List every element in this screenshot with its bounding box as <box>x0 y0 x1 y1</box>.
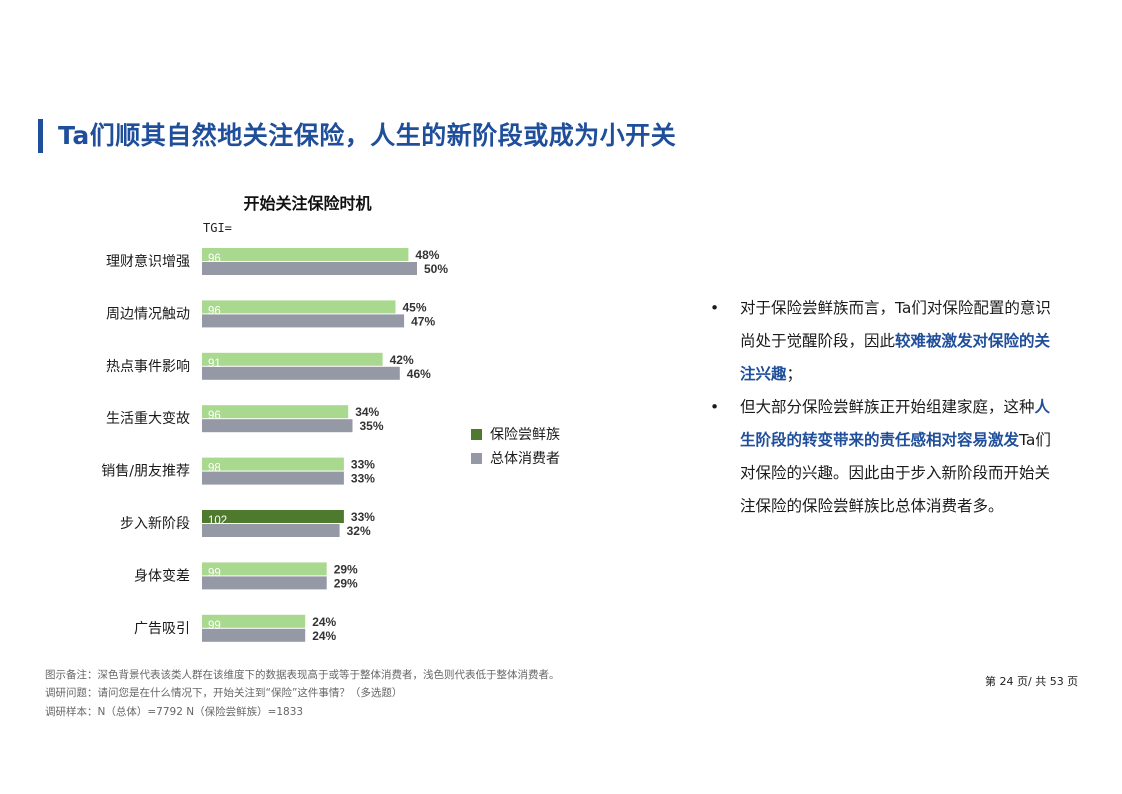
data-label-series1: 45% <box>403 300 427 314</box>
legend-item-series1: 保险尝鲜族 <box>471 422 560 446</box>
bullet-dot: • <box>710 299 720 317</box>
bar-series1 <box>202 405 349 419</box>
tgi-value-label: 99 <box>208 567 221 579</box>
legend-label-series1: 保险尝鲜族 <box>490 427 560 443</box>
bar-series1 <box>202 562 327 576</box>
data-label-series1: 24% <box>312 615 336 629</box>
bullet-text-part: 但大部分保险尝鲜族正开始组建家庭，这种 <box>740 398 1035 416</box>
bullet-item: • 对于保险尝鲜族而言，Ta们对保险配置的意识尚处于觉醒阶段，因此较难被激发对保… <box>710 292 1060 391</box>
category-label: 步入新阶段 <box>120 516 190 532</box>
bullet-item: • 但大部分保险尝鲜族正开始组建家庭，这种人生阶段的转变带来的责任感相对容易激发… <box>710 391 1060 523</box>
bar-series2 <box>202 524 340 537</box>
bar-series1 <box>202 457 344 471</box>
data-label-series1: 29% <box>334 562 358 576</box>
legend-swatch-series2 <box>471 452 482 464</box>
data-label-series2: 35% <box>360 419 384 433</box>
chart-title: 开始关注保险时机 <box>243 194 372 213</box>
legend-label-series2: 总体消费者 <box>490 451 560 467</box>
tgi-label: TGI= <box>203 221 232 235</box>
data-label-series1: 48% <box>415 248 439 262</box>
legend-item-series2: 总体消费者 <box>471 446 560 470</box>
data-label-series2: 29% <box>334 576 358 590</box>
bar-series2 <box>202 314 405 328</box>
page-number: 第 24 页/ 共 53 页 <box>985 675 1079 688</box>
page-title: Ta们顺其自然地关注保险，人生的新阶段或成为小开关 <box>58 121 677 150</box>
category-label: 身体变差 <box>134 568 190 584</box>
category-label: 理财意识增强 <box>106 253 190 270</box>
data-label-series1: 33% <box>351 458 375 472</box>
tgi-value-label: 98 <box>208 463 221 475</box>
data-label-series2: 33% <box>351 472 375 486</box>
tgi-value-label: 96 <box>208 410 221 422</box>
data-label-series2: 47% <box>411 314 435 328</box>
data-label-series2: 46% <box>407 367 431 381</box>
bullet-text-part: ； <box>786 365 803 383</box>
bar-series2 <box>202 366 400 380</box>
bullet-dot: • <box>710 398 720 416</box>
insight-bullets: • 对于保险尝鲜族而言，Ta们对保险配置的意识尚处于觉醒阶段，因此较难被激发对保… <box>710 292 1060 523</box>
category-label: 销售/朋友推荐 <box>101 464 190 480</box>
tgi-value-label: 96 <box>208 305 221 317</box>
title-accent-bar <box>38 119 43 153</box>
bar-series2 <box>202 471 344 485</box>
bar-series1 <box>202 614 306 628</box>
bar-series1 <box>202 300 396 314</box>
category-label: 热点事件影响 <box>106 359 190 375</box>
data-label-series1: 42% <box>390 353 414 367</box>
legend-swatch-series1 <box>471 428 482 440</box>
chart-legend: 保险尝鲜族 总体消费者 <box>471 422 560 470</box>
category-label: 广告吸引 <box>134 621 190 637</box>
data-label-series2: 24% <box>312 629 336 643</box>
bar-series2 <box>202 576 327 590</box>
bar-series1 <box>202 352 383 366</box>
bar-series2 <box>202 262 417 275</box>
bar-series2 <box>202 628 306 642</box>
data-label-series2: 32% <box>347 524 371 538</box>
footnote-sample-size: 调研样本：N（总体）=7792 N（保险尝鲜族）=1833 <box>45 706 304 718</box>
bullet-text-part: Ta们对保险的兴趣。因此由于步入新阶段而开始关注保险的保险尝鲜族比总体消费者多。 <box>740 431 1051 515</box>
bullet-text: 对于保险尝鲜族而言，Ta们对保险配置的意识尚处于觉醒阶段，因此较难被激发对保险的… <box>740 299 1051 383</box>
tgi-value-label: 96 <box>208 253 221 265</box>
data-label-series2: 50% <box>424 262 448 276</box>
category-label: 生活重大变故 <box>106 411 190 427</box>
data-label-series1: 33% <box>351 510 375 524</box>
bar-series2 <box>202 419 353 433</box>
tgi-value-label: 91 <box>208 358 221 370</box>
category-label: 周边情况触动 <box>106 306 190 322</box>
bar-series1 <box>202 248 409 261</box>
bar-series1 <box>202 510 344 523</box>
tgi-value-label: 102 <box>208 515 227 527</box>
tgi-value-label: 99 <box>208 620 221 632</box>
data-label-series1: 34% <box>355 405 379 419</box>
footnote-survey-question: 调研问题：请问您是在什么情况下，开始关注到“保险”这件事情？（多选题） <box>45 687 403 699</box>
bullet-highlight: 人生阶段的转变带来的责任感相对容易激发 <box>740 398 1051 449</box>
bullet-text: 但大部分保险尝鲜族正开始组建家庭，这种人生阶段的转变带来的责任感相对容易激发Ta… <box>740 398 1051 515</box>
bullet-text-part: 对于保险尝鲜族而言，Ta们对保险配置的意识尚处于觉醒阶段，因此 <box>740 299 1051 350</box>
bullet-highlight: 较难被激发对保险的关注兴趣 <box>740 332 1051 383</box>
footnote-chart-note: 图示备注：深色背景代表该类人群在该维度下的数据表现高于或等于整体消费者，浅色则代… <box>45 669 560 681</box>
